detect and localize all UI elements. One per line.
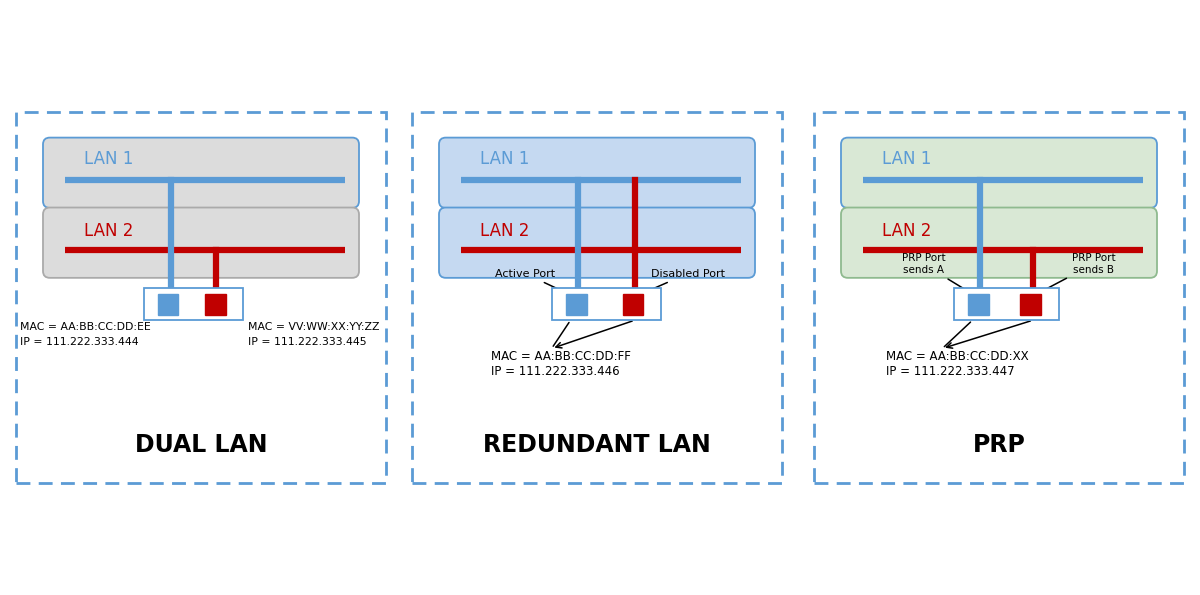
FancyBboxPatch shape [16,112,386,483]
Text: Disabled Port: Disabled Port [637,268,725,296]
Bar [552,288,661,320]
Text: LAN 1: LAN 1 [84,150,133,168]
Text: IP = 111.222.333.447: IP = 111.222.333.447 [886,365,1014,378]
Text: IP = 111.222.333.446: IP = 111.222.333.446 [491,365,619,378]
FancyBboxPatch shape [814,112,1184,483]
FancyBboxPatch shape [439,137,755,208]
Text: LAN 2: LAN 2 [84,222,133,240]
Text: MAC = VV:WW:XX:YY:ZZ: MAC = VV:WW:XX:YY:ZZ [248,322,379,332]
Text: IP = 111.222.333.444: IP = 111.222.333.444 [19,337,138,347]
Text: REDUNDANT LAN: REDUNDANT LAN [484,433,710,457]
Text: IP = 111.222.333.445: IP = 111.222.333.445 [248,337,367,347]
Text: DUAL LAN: DUAL LAN [134,433,268,457]
FancyBboxPatch shape [412,112,782,483]
Text: MAC = AA:BB:CC:DD:XX: MAC = AA:BB:CC:DD:XX [886,350,1028,363]
Text: PRP Port
sends B: PRP Port sends B [1034,253,1115,295]
Bar [954,288,1060,320]
Text: LAN 1: LAN 1 [480,150,529,168]
Text: LAN 1: LAN 1 [882,150,931,168]
FancyBboxPatch shape [841,137,1157,208]
FancyBboxPatch shape [439,208,755,278]
FancyBboxPatch shape [43,137,359,208]
Text: PRP: PRP [972,433,1026,457]
Bar [157,294,179,315]
Bar [968,294,989,315]
Text: MAC = AA:BB:CC:DD:FF: MAC = AA:BB:CC:DD:FF [491,350,631,363]
Text: LAN 2: LAN 2 [882,222,931,240]
Bar [623,294,643,315]
Text: LAN 2: LAN 2 [480,222,529,240]
FancyBboxPatch shape [43,208,359,278]
Text: MAC = AA:BB:CC:DD:EE: MAC = AA:BB:CC:DD:EE [19,322,150,332]
FancyBboxPatch shape [841,208,1157,278]
Bar [566,294,587,315]
Bar [1020,294,1040,315]
Text: PRP Port
sends A: PRP Port sends A [901,253,974,295]
Bar [144,288,242,320]
Bar [205,294,226,315]
Text: Active Port: Active Port [496,268,572,296]
